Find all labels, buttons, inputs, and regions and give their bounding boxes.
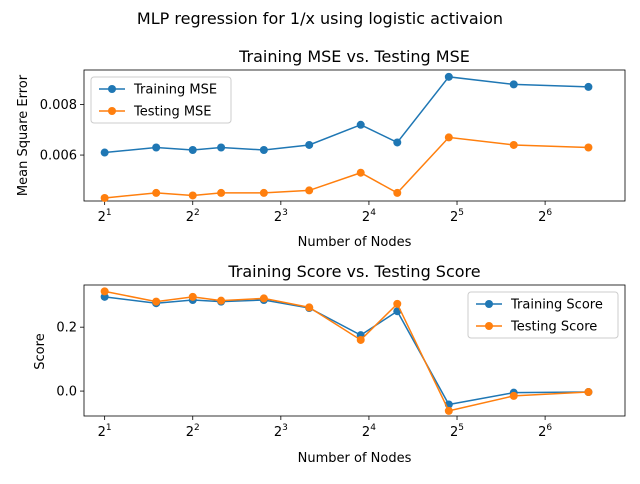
score-chart-xtick-label: 24 [362,423,376,440]
mse-chart-xtick-label: 22 [186,208,200,225]
score-chart-series-1-point [152,297,161,306]
score-chart-axes-frame [83,284,626,417]
score-chart-legend-swatch-marker [485,322,493,330]
score-chart-xtick-label: 22 [186,423,200,440]
score-chart-xtick-label: 21 [98,423,112,440]
figure-suptitle: MLP regression for 1/x using logistic ac… [137,9,503,28]
score-chart-xtick-label: 26 [538,423,552,440]
score-chart: Training Score vs. Testing Score Number … [33,262,626,466]
mse-chart-series-1-point [509,140,518,149]
mse-chart-series-1-point [259,188,268,197]
mse-chart-series-0-point [393,138,402,147]
score-chart-xtick-label: 23 [274,423,288,440]
mse-chart-series-0-point [152,143,161,152]
mse-chart-marks: 21 22 23 24 25 26 0.006 0.008 Training MSE Testin… [40,69,626,225]
mse-chart-series-0-point [584,82,593,91]
mse-chart: Training MSE vs. Testing MSE Number of N… [16,47,626,250]
mse-chart-series-0-point [305,140,314,149]
mse-chart-series-1-point [152,188,161,197]
score-chart-series-1-point [305,303,314,312]
score-chart-legend [467,291,619,339]
score-chart-series-1-point [393,299,402,308]
mse-chart-legend-swatch-marker [108,107,116,115]
mse-chart-axes-frame [83,69,626,202]
mse-chart-xtick-label: 23 [274,208,288,225]
mse-chart-ylabel: Mean Square Error [16,74,31,196]
score-chart-series-1-point [217,296,226,305]
score-chart-xtick-label: 25 [450,423,464,440]
score-chart-series-1-point [100,287,109,296]
mse-chart-legend-label: Training MSE [133,83,217,98]
mse-chart-series-1-point [584,143,593,152]
mse-chart-xtick-label: 24 [362,208,376,225]
score-chart-series-1-point [509,391,518,400]
mse-chart-series-1-point [444,133,453,142]
mse-chart-series-0-point [188,146,197,155]
mse-chart-series-1-point [305,186,314,195]
mse-chart-series-1-point [356,168,365,177]
score-chart-series-1-point [188,292,197,301]
mse-chart-xlabel: Number of Nodes [298,235,412,250]
mse-chart-series-0-point [259,146,268,155]
mse-chart-legend [90,76,232,124]
mse-chart-series-0-point [356,120,365,129]
mse-chart-xtick-label: 26 [538,208,552,225]
score-chart-xlabel: Number of Nodes [298,451,412,466]
mse-chart-legend-label: Testing MSE [133,105,212,120]
score-chart-series-1-point [444,406,453,415]
score-chart-legend-label: Testing Score [510,320,597,335]
score-chart-ytick-label: 0.0 [56,385,77,400]
score-chart-ytick-label: 0.2 [56,321,77,336]
mse-chart-xtick-label: 25 [450,208,464,225]
mse-chart-series-0-point [100,148,109,157]
mse-chart-series-0-point [217,143,226,152]
mse-chart-xtick-label: 21 [98,208,112,225]
mse-chart-series-1-point [393,188,402,197]
mse-chart-title: Training MSE vs. Testing MSE [238,47,470,66]
mse-chart-ytick-label: 0.008 [40,98,77,113]
mse-chart-series-0-point [509,80,518,89]
score-chart-series-1-point [584,388,593,397]
score-chart-legend-label: Training Score [510,298,603,313]
score-chart-series-1-point [356,335,365,344]
mse-chart-series-1-point [188,191,197,200]
mse-chart-series-1-point [100,193,109,202]
score-chart-ylabel: Score [33,333,48,369]
mse-chart-series-0-point [444,72,453,81]
score-chart-marks: 21 22 23 24 25 26 0.0 0.2 Training Score Testing … [56,284,626,440]
score-chart-legend-swatch-marker [485,300,493,308]
score-chart-series-1-point [259,294,268,303]
score-chart-title: Training Score vs. Testing Score [227,262,480,281]
mse-chart-legend-swatch-marker [108,85,116,93]
mse-chart-series-1-point [217,188,226,197]
mse-chart-ytick-label: 0.006 [40,149,77,164]
